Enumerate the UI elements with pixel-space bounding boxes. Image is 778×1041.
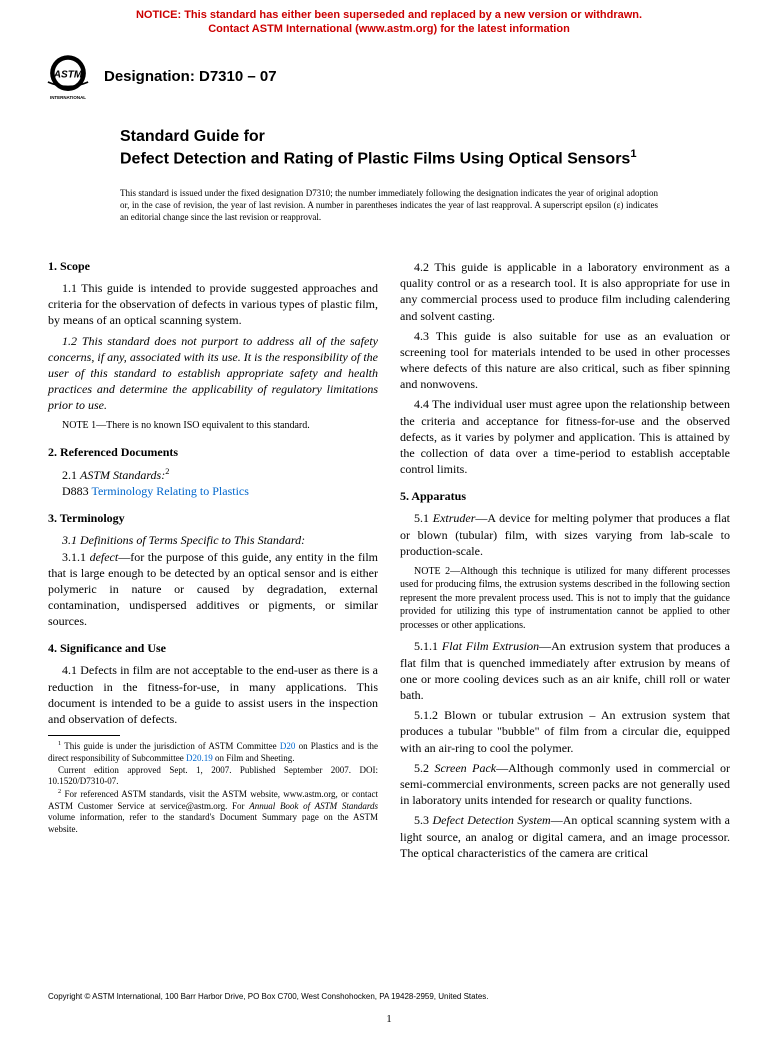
footnote-2: 2 For referenced ASTM standards, visit t… (48, 788, 378, 836)
para-1-1: 1.1 This guide is intended to provide su… (48, 280, 378, 329)
f2-b: Annual Book of ASTM Standards (249, 801, 378, 811)
footnote-1: 1 This guide is under the jurisdiction o… (48, 740, 378, 764)
sec5-head: 5. Apparatus (400, 489, 730, 504)
para-1-2: 1.2 This standard does not purport to ad… (48, 333, 378, 414)
note1-text: —There is no known ISO equivalent to thi… (96, 420, 310, 431)
svg-text:INTERNATIONAL: INTERNATIONAL (50, 94, 86, 99)
p21-label: ASTM Standards: (80, 468, 165, 482)
p51-num: 5.1 (414, 511, 433, 525)
footnote-rule (48, 735, 120, 736)
title-block: Standard Guide for Defect Detection and … (0, 109, 778, 175)
d883-code: D883 (62, 484, 91, 498)
p52-num: 5.2 (414, 761, 434, 775)
para-5-1-1: 5.1.1 Flat Film Extrusion—An extrusion s… (400, 638, 730, 703)
f1-c: on Film and Sheeting. (213, 753, 295, 763)
p53-term: Defect Detection System (432, 813, 550, 827)
para-5-1: 5.1 Extruder—A device for melting polyme… (400, 510, 730, 559)
p52-term: Screen Pack (434, 761, 496, 775)
p311-num: 3.1.1 (62, 550, 90, 564)
sec3-head: 3. Terminology (48, 511, 378, 526)
para-2-1: 2.1 ASTM Standards:2 (48, 466, 378, 483)
header-row: ASTM INTERNATIONAL Designation: D7310 – … (0, 41, 778, 109)
body-columns: 1. Scope 1.1 This guide is intended to p… (0, 223, 778, 865)
d883-link[interactable]: Terminology Relating to Plastics (91, 484, 248, 498)
title-line1: Standard Guide for (120, 127, 658, 148)
p21-num: 2.1 (62, 468, 80, 482)
f1-link-d2019[interactable]: D20.19 (186, 753, 213, 763)
para-5-1-2: 5.1.2 Blown or tubular extrusion – An ex… (400, 707, 730, 756)
ref-d883: D883 Terminology Relating to Plastics (48, 483, 378, 499)
p31-text: 3.1 Definitions of Terms Specific to Thi… (62, 533, 305, 547)
para-4-3: 4.3 This guide is also suitable for use … (400, 328, 730, 393)
title-line2: Defect Detection and Rating of Plastic F… (120, 147, 658, 170)
designation: Designation: D7310 – 07 (104, 68, 277, 85)
note2-text: —Although this technique is utilized for… (400, 566, 730, 631)
p53-num: 5.3 (414, 813, 432, 827)
f2-c: volume information, refer to the standar… (48, 812, 378, 834)
note-2: NOTE 2—Although this technique is utiliz… (400, 565, 730, 633)
note2-label: NOTE 2 (414, 566, 450, 577)
p511-term: Flat Film Extrusion (442, 639, 539, 653)
para-5-3: 5.3 Defect Detection System—An optical s… (400, 812, 730, 861)
sec4-head: 4. Significance and Use (48, 641, 378, 656)
note1-label: NOTE 1 (62, 420, 96, 431)
p21-sup: 2 (165, 467, 169, 476)
para-5-2: 5.2 Screen Pack—Although commonly used i… (400, 760, 730, 809)
p51-term: Extruder (433, 511, 476, 525)
sec2-head: 2. Referenced Documents (48, 445, 378, 460)
right-column: 4.2 This guide is applicable in a labora… (400, 247, 730, 865)
footnote-1b: Current edition approved Sept. 1, 2007. … (48, 765, 378, 788)
para-4-4: 4.4 The individual user must agree upon … (400, 396, 730, 477)
note-1: NOTE 1—There is no known ISO equivalent … (48, 419, 378, 433)
para-4-2: 4.2 This guide is applicable in a labora… (400, 259, 730, 324)
left-column: 1. Scope 1.1 This guide is intended to p… (48, 247, 378, 865)
para-3-1-1: 3.1.1 defect—for the purpose of this gui… (48, 549, 378, 630)
svg-text:ASTM: ASTM (53, 69, 83, 80)
para-4-1: 4.1 Defects in film are not acceptable t… (48, 662, 378, 727)
f1-a: This guide is under the jurisdiction of … (61, 741, 280, 751)
supersession-notice: NOTICE: This standard has either been su… (0, 0, 778, 41)
issuance-note: This standard is issued under the fixed … (0, 175, 778, 223)
notice-line2: Contact ASTM International (www.astm.org… (208, 23, 570, 35)
page-number: 1 (0, 1013, 778, 1025)
p311-term: defect (90, 550, 119, 564)
title-main: Defect Detection and Rating of Plastic F… (120, 151, 630, 168)
para-3-1: 3.1 Definitions of Terms Specific to Thi… (48, 532, 378, 548)
notice-line1: NOTICE: This standard has either been su… (136, 9, 642, 21)
astm-logo: ASTM INTERNATIONAL (40, 53, 96, 101)
sec1-head: 1. Scope (48, 259, 378, 274)
f1-link-d20[interactable]: D20 (280, 741, 296, 751)
title-sup: 1 (630, 148, 636, 160)
copyright: Copyright © ASTM International, 100 Barr… (48, 992, 730, 1001)
p511-num: 5.1.1 (414, 639, 442, 653)
